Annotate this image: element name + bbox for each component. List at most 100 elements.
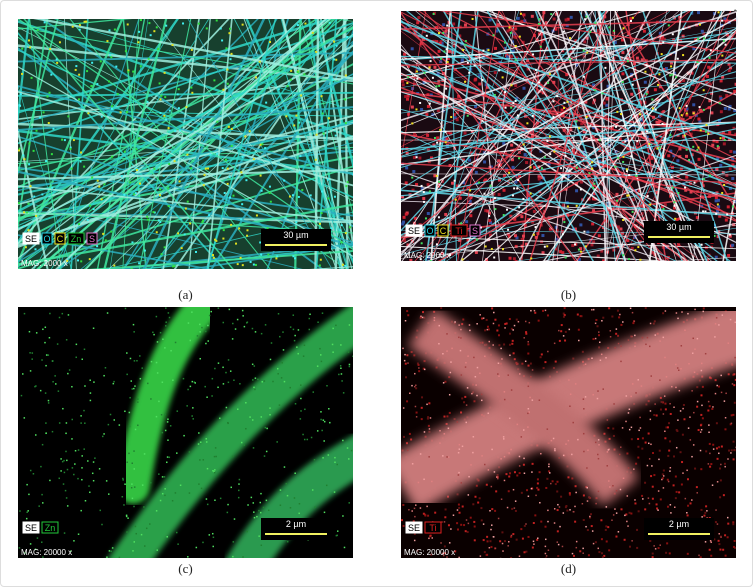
speckle (415, 182, 419, 186)
speckle (199, 459, 201, 461)
speckle (27, 202, 30, 205)
speckle (102, 232, 105, 235)
speckle (410, 351, 413, 354)
legend-label: S (472, 226, 478, 236)
speckle (404, 95, 408, 99)
speckle (428, 102, 431, 105)
speckle (226, 511, 229, 514)
speckle (206, 396, 208, 398)
speckle (498, 69, 501, 72)
speckle (449, 254, 452, 257)
speckle (592, 542, 595, 545)
speckle (705, 80, 709, 84)
speckle (492, 344, 494, 346)
speckle (147, 382, 149, 385)
legend-swatch (469, 224, 481, 237)
speckle (631, 83, 634, 86)
speckle (635, 392, 637, 394)
speckle (612, 434, 615, 437)
speckle (639, 113, 642, 116)
speckle (408, 432, 411, 435)
speckle (579, 247, 583, 251)
speckle (490, 485, 493, 488)
fiber (445, 63, 736, 261)
speckle (71, 25, 74, 28)
speckle (186, 200, 189, 203)
speckle (588, 137, 592, 141)
speckle (719, 163, 723, 167)
speckle (722, 494, 725, 497)
speckle (571, 477, 574, 480)
speckle (427, 255, 431, 259)
speckle (630, 335, 633, 338)
speckle (103, 433, 105, 435)
speckle (443, 137, 447, 141)
speckle (614, 508, 616, 510)
speckle (662, 475, 665, 477)
speckle (723, 183, 726, 186)
speckle (637, 456, 640, 459)
speckle (239, 256, 242, 259)
speckle (86, 70, 89, 73)
speckle (443, 50, 446, 53)
speckle (565, 443, 567, 445)
speckle (651, 497, 654, 500)
speckle (569, 393, 572, 395)
speckle (582, 130, 586, 134)
fiber (18, 85, 353, 176)
speckle (579, 315, 582, 318)
speckle (118, 424, 121, 426)
speckle (665, 551, 668, 554)
speckle (488, 340, 491, 343)
speckle (439, 128, 442, 131)
speckle (332, 327, 334, 330)
speckle (645, 92, 648, 95)
speckle (291, 194, 294, 197)
speckle (594, 22, 597, 25)
speckle (211, 254, 214, 257)
speckle (561, 251, 565, 255)
fiber (483, 29, 736, 261)
speckle (432, 39, 436, 43)
speckle (131, 483, 133, 485)
speckle (191, 380, 194, 383)
speckle (136, 359, 138, 362)
speckle (518, 465, 521, 467)
speckle (282, 349, 285, 351)
fiber (401, 121, 736, 151)
speckle (606, 451, 609, 453)
speckle (22, 225, 25, 228)
fiber (206, 19, 277, 269)
speckle (187, 388, 189, 391)
speckle (86, 218, 89, 221)
speckle (33, 195, 36, 198)
speckle (408, 508, 410, 511)
speckle (318, 222, 321, 225)
speckle (63, 471, 66, 474)
speckle (528, 411, 530, 413)
speckle (605, 506, 608, 508)
speckle (609, 486, 611, 488)
speckle (196, 335, 199, 337)
speckle (727, 253, 731, 257)
speckle (637, 437, 640, 440)
speckle (316, 430, 319, 432)
speckle (511, 342, 514, 345)
fiber (104, 211, 353, 269)
speckle (219, 497, 222, 500)
speckle (66, 459, 68, 462)
speckle (279, 504, 282, 507)
speckle (662, 413, 665, 415)
speckle (597, 390, 599, 392)
speckle (691, 352, 694, 354)
speckle (534, 226, 537, 229)
speckle (241, 557, 244, 558)
speckle (344, 232, 347, 235)
speckle (671, 33, 674, 36)
legend-swatch (22, 232, 40, 245)
speckle (411, 122, 414, 125)
speckle (35, 129, 38, 132)
fiber (18, 135, 353, 247)
speckle (708, 424, 710, 426)
speckle (29, 185, 32, 188)
